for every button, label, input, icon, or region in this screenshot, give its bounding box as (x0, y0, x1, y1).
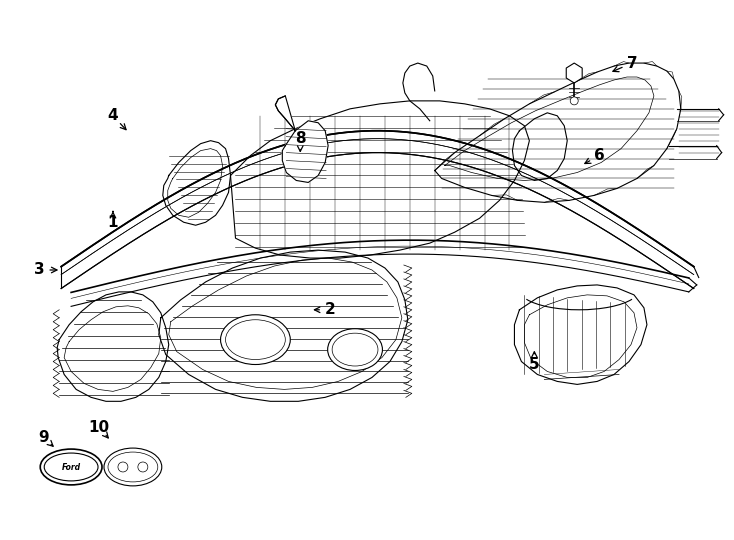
Polygon shape (512, 113, 567, 180)
Polygon shape (61, 131, 694, 288)
Polygon shape (159, 250, 408, 401)
Text: Ford: Ford (62, 463, 81, 472)
Polygon shape (283, 121, 328, 183)
Circle shape (570, 97, 578, 105)
Text: 6: 6 (594, 148, 605, 163)
Polygon shape (71, 240, 688, 306)
Ellipse shape (327, 329, 382, 370)
Text: 7: 7 (627, 56, 637, 71)
Text: 5: 5 (529, 357, 539, 372)
Text: 10: 10 (89, 420, 109, 435)
Circle shape (138, 462, 148, 472)
Polygon shape (163, 140, 230, 225)
Polygon shape (57, 292, 169, 401)
Text: 9: 9 (38, 430, 48, 444)
Polygon shape (515, 285, 647, 384)
Text: 8: 8 (295, 131, 305, 146)
Polygon shape (435, 63, 681, 202)
Circle shape (118, 462, 128, 472)
Ellipse shape (40, 449, 102, 485)
Text: 1: 1 (108, 215, 118, 230)
Polygon shape (230, 101, 529, 258)
Polygon shape (403, 63, 435, 121)
Polygon shape (275, 96, 295, 131)
Text: 3: 3 (34, 262, 45, 278)
Polygon shape (566, 63, 582, 83)
Text: 2: 2 (324, 302, 335, 318)
Ellipse shape (104, 448, 161, 486)
Text: 4: 4 (108, 109, 118, 123)
Ellipse shape (220, 315, 290, 365)
